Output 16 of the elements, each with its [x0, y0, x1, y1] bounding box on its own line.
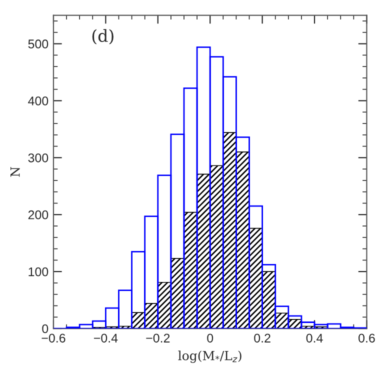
y-tick-label: 500 [28, 40, 48, 48]
x-axis-title: log(M$_{*}$/L$_{z}$) [178, 350, 242, 363]
x-tick-label: −0.6 [42, 334, 66, 343]
y-tick-label: 300 [28, 153, 48, 162]
y-tick-label: 100 [28, 267, 48, 276]
x-tick-label: −0.4 [94, 334, 118, 343]
annotation: (d) [92, 29, 114, 44]
x-tick-label: 0.4 [306, 334, 323, 343]
y-tick-label: 200 [28, 210, 48, 220]
y-tick-label: 0 [42, 324, 48, 334]
x-tick-label: 0.2 [254, 334, 270, 343]
x-tick-label: 0 [207, 334, 214, 343]
x-tick-label: 0.6 [358, 334, 375, 343]
x-tick-label: −0.2 [146, 334, 170, 343]
y-tick-label: 400 [28, 96, 48, 106]
y-axis-title: N [10, 166, 20, 177]
